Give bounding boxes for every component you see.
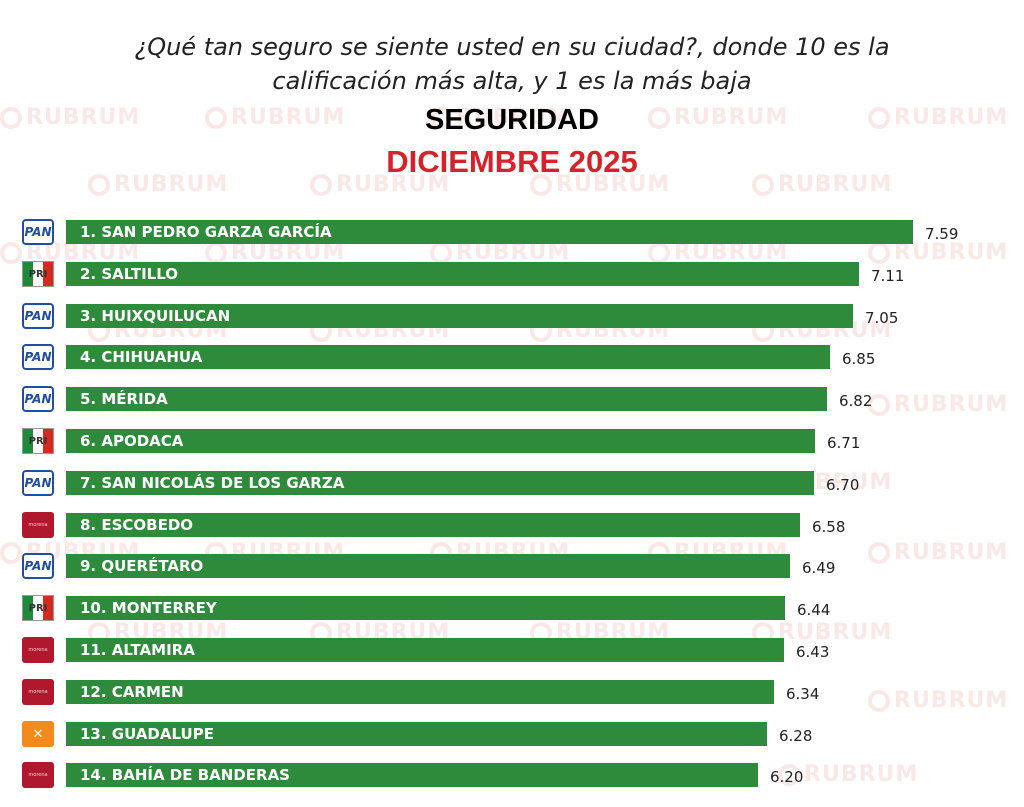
bar <box>66 471 814 495</box>
data-label: 7.59 <box>925 225 959 243</box>
data-label: 6.28 <box>779 727 813 745</box>
category-label: 6. APODACA <box>80 432 184 450</box>
chart-title: SEGURIDAD <box>424 104 599 136</box>
category-label: 10. MONTERREY <box>80 599 217 617</box>
category-label: 7. SAN NICOLÁS DE LOS GARZA <box>80 474 345 492</box>
bar <box>66 596 785 620</box>
data-label: 7.05 <box>865 309 899 327</box>
category-label: 5. MÉRIDA <box>80 390 168 408</box>
data-label: 7.11 <box>871 267 905 285</box>
party-logo-pan-icon: PAN <box>22 219 54 245</box>
bar <box>66 638 784 662</box>
party-logo-pan-icon: PAN <box>22 344 54 370</box>
bar <box>66 513 800 537</box>
bar <box>66 763 758 787</box>
party-logo-pri-icon: PRI <box>22 428 54 454</box>
party-logo-pri-icon: PRI <box>22 261 54 287</box>
party-logo-morena-icon: morena <box>22 637 54 663</box>
data-label: 6.49 <box>802 559 836 577</box>
bar <box>66 304 853 328</box>
party-logo-pan-icon: PAN <box>22 470 54 496</box>
party-logo-mc-icon: ✕ <box>22 721 54 747</box>
bar <box>66 262 859 286</box>
category-label: 13. GUADALUPE <box>80 725 214 743</box>
party-logo-morena-icon: morena <box>22 512 54 538</box>
category-label: 2. SALTILLO <box>80 265 178 283</box>
party-logo-morena-icon: morena <box>22 762 54 788</box>
category-label: 14. BAHÍA DE BANDERAS <box>80 766 290 784</box>
category-label: 1. SAN PEDRO GARZA GARCÍA <box>80 223 332 241</box>
bar <box>66 429 815 453</box>
bar <box>66 387 827 411</box>
survey-question: ¿Qué tan seguro se siente usted en su ci… <box>0 30 1024 98</box>
party-logo-pan-icon: PAN <box>22 553 54 579</box>
data-label: 6.82 <box>839 392 873 410</box>
party-logo-morena-icon: morena <box>22 679 54 705</box>
category-label: 8. ESCOBEDO <box>80 516 194 534</box>
bar <box>66 722 767 746</box>
data-label: 6.20 <box>770 768 804 786</box>
category-label: 9. QUERÉTARO <box>80 557 204 575</box>
data-label: 6.85 <box>842 350 876 368</box>
category-label: 4. CHIHUAHUA <box>80 348 203 366</box>
chart-subtitle: DICIEMBRE 2025 <box>386 144 638 179</box>
question-line-2: calificación más alta, y 1 es la más baj… <box>272 67 752 95</box>
data-label: 6.58 <box>812 518 846 536</box>
bar <box>66 220 913 244</box>
party-logo-pri-icon: PRI <box>22 595 54 621</box>
category-label: 12. CARMEN <box>80 683 184 701</box>
question-line-1: ¿Qué tan seguro se siente usted en su ci… <box>134 33 890 61</box>
data-label: 6.70 <box>826 476 860 494</box>
category-label: 3. HUIXQUILUCAN <box>80 307 231 325</box>
bar <box>66 345 830 369</box>
data-label: 6.44 <box>797 601 831 619</box>
data-label: 6.71 <box>827 434 861 452</box>
party-logo-pan-icon: PAN <box>22 386 54 412</box>
bar <box>66 680 774 704</box>
data-label: 6.34 <box>786 685 820 703</box>
party-logo-pan-icon: PAN <box>22 303 54 329</box>
data-label: 6.43 <box>796 643 830 661</box>
bar <box>66 554 790 578</box>
category-label: 11. ALTAMIRA <box>80 641 195 659</box>
